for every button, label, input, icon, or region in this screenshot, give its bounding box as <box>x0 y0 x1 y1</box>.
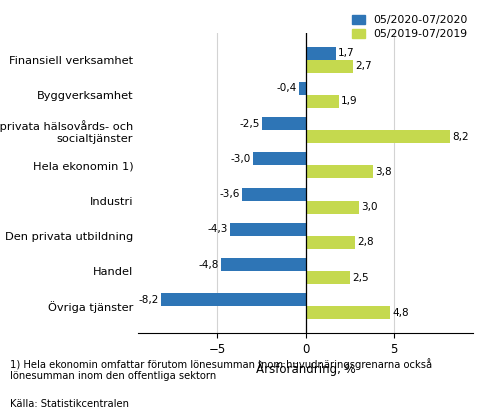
Text: -4,3: -4,3 <box>207 224 228 234</box>
Bar <box>262 117 306 130</box>
Bar <box>242 188 306 201</box>
Bar <box>306 130 450 143</box>
Text: 1) Hela ekonomin omfattar förutom lönesumman inom huvudnäringsgrenarna också
lön: 1) Hela ekonomin omfattar förutom lönesu… <box>10 358 432 381</box>
Bar <box>306 236 355 249</box>
Bar <box>306 271 350 284</box>
Text: 2,5: 2,5 <box>352 272 368 282</box>
Bar <box>306 201 358 214</box>
Bar <box>306 60 353 73</box>
Legend: 05/2020-07/2020, 05/2019-07/2019: 05/2020-07/2020, 05/2019-07/2019 <box>352 15 468 39</box>
Text: -2,5: -2,5 <box>239 119 259 129</box>
Bar <box>306 95 339 108</box>
Bar <box>306 306 390 319</box>
Text: 1,7: 1,7 <box>338 48 354 58</box>
Text: 3,8: 3,8 <box>375 167 391 177</box>
Bar <box>253 152 306 166</box>
Text: -0,4: -0,4 <box>276 84 296 94</box>
Text: Källa: Statistikcentralen: Källa: Statistikcentralen <box>10 399 129 409</box>
Text: -4,8: -4,8 <box>199 260 219 270</box>
Text: 8,2: 8,2 <box>453 132 469 142</box>
Bar <box>221 258 306 271</box>
Bar <box>299 82 306 95</box>
Text: -8,2: -8,2 <box>139 295 159 305</box>
Text: -3,6: -3,6 <box>220 189 240 199</box>
X-axis label: Årsförändring, %: Årsförändring, % <box>256 361 355 376</box>
Bar <box>230 223 306 236</box>
Text: 1,9: 1,9 <box>341 97 358 106</box>
Text: -3,0: -3,0 <box>230 154 250 164</box>
Text: 2,8: 2,8 <box>357 238 374 248</box>
Bar <box>306 47 336 60</box>
Bar <box>161 293 306 306</box>
Text: 2,7: 2,7 <box>355 61 372 71</box>
Text: 4,8: 4,8 <box>392 308 409 318</box>
Text: 3,0: 3,0 <box>361 202 377 212</box>
Bar <box>306 166 373 178</box>
